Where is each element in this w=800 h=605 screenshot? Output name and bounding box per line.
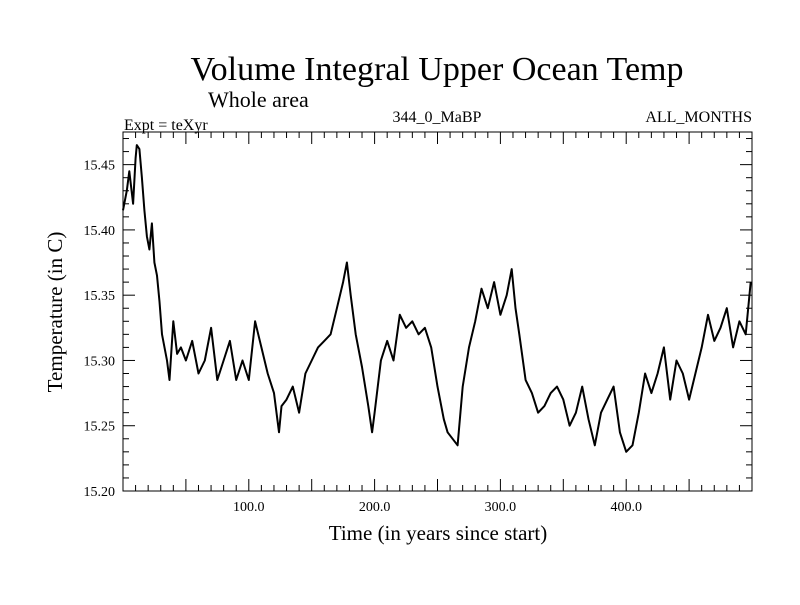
temperature-series-line — [122, 144, 752, 453]
plot-frame — [122, 131, 753, 492]
y-axis-label: Temperature (in C) — [43, 232, 67, 393]
run-label: 344_0_MaBP — [393, 109, 482, 126]
y-tick-label: 15.45 — [84, 159, 116, 174]
x-axis-label: Time (in years since start) — [329, 521, 548, 545]
x-tick-label: 300.0 — [485, 500, 517, 515]
y-tick-label: 15.25 — [84, 420, 116, 435]
months-label: ALL_MONTHS — [645, 109, 752, 126]
tick-labels: 100.0 200.0 300.0 400.0 15.20 15.25 15.30 15.35… — [84, 159, 642, 515]
y-tick-label: 15.30 — [84, 354, 116, 369]
y-tick-label: 15.20 — [84, 485, 116, 500]
y-tick-label: 15.35 — [84, 289, 116, 304]
chart-subtitle: Whole area — [208, 87, 309, 112]
experiment-label: Expt = teXyr — [124, 117, 208, 134]
x-tick-label: 200.0 — [359, 500, 391, 515]
x-tick-label: 100.0 — [233, 500, 265, 515]
y-tick-label: 15.40 — [84, 224, 116, 239]
axis-ticks — [123, 132, 752, 491]
x-tick-label: 400.0 — [610, 500, 642, 515]
chart-title: Volume Integral Upper Ocean Temp — [191, 51, 684, 88]
